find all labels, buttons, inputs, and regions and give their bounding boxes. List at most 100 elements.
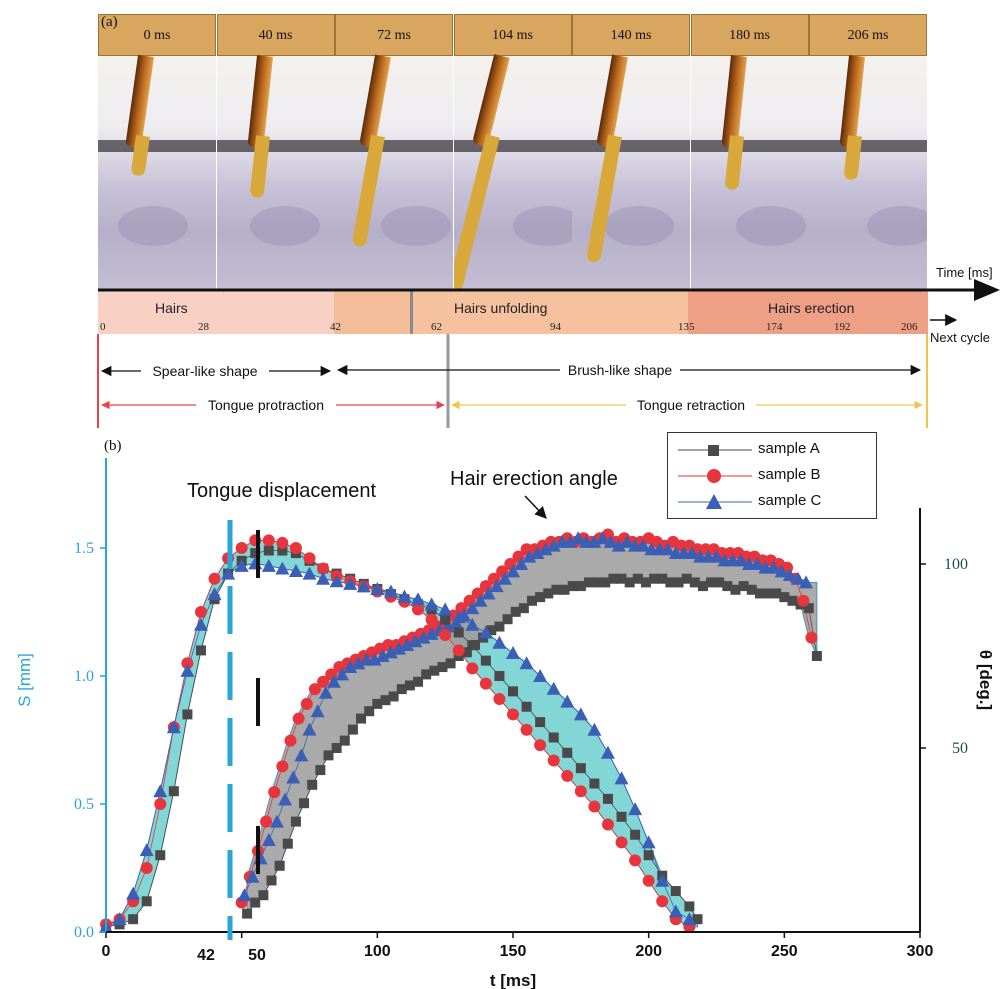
retraction-label: Tongue retraction (637, 397, 745, 413)
displacement-circle-point (561, 769, 574, 782)
phase-tick-label: 0 (100, 321, 106, 333)
angle-triangle-point (750, 557, 765, 570)
phase-label-erection: Hairs erection (768, 300, 855, 316)
angle-triangle-point (343, 660, 358, 674)
displacement-square-point (562, 747, 573, 758)
phase-tick-label: 135 (678, 321, 695, 333)
angle-square-point (250, 897, 261, 908)
displacement-triangle-point (533, 669, 548, 682)
angle-square-point (771, 588, 782, 599)
displacement-circle-point (493, 693, 506, 706)
displacement-triangle-point (153, 784, 168, 798)
angle-square-point (510, 606, 521, 617)
displacement-circle-point (520, 723, 533, 736)
phase-tick-label: 206 (901, 321, 918, 333)
angle-square-point (697, 581, 708, 592)
video-frame: 180 ms (690, 14, 809, 290)
frame-time-label: 180 ms (690, 14, 809, 56)
displacement-circle-point (276, 536, 289, 549)
angle-triangle-point (489, 579, 504, 593)
next-cycle-label: Next cycle (930, 330, 990, 345)
angle-square-point (331, 743, 342, 753)
right-tick-label: 100 (944, 556, 968, 573)
displacement-circle-point (235, 542, 248, 554)
angle-square-point (706, 577, 717, 588)
displacement-triangle-point (329, 574, 344, 588)
frame-time-label: 40 ms (216, 14, 335, 56)
angle-square-point (421, 669, 432, 680)
angle-circle-point (308, 683, 321, 696)
frame-photo (572, 54, 690, 290)
angle-square-point (779, 592, 790, 603)
frame-time-label: 72 ms (335, 14, 453, 56)
angle-square-point (640, 577, 651, 588)
angle-square-point (290, 816, 301, 827)
angle-triangle-point (774, 564, 789, 578)
displacement-triangle-point (465, 617, 480, 631)
displacement-triangle-point (438, 602, 453, 616)
axes: 0 100 150 200 250 300 0.0 0.5 1.0 1.5 50 100 t [ms] S… (15, 458, 995, 989)
angle-triangle-point (278, 792, 293, 806)
spear-label-bg (141, 362, 269, 380)
displacement-square-point (548, 732, 559, 743)
angle-triangle-point (685, 545, 700, 559)
displacement-circle-point (601, 818, 614, 831)
displacement-triangle-point (451, 610, 466, 624)
angle-square-point (364, 706, 375, 717)
liquid-shade (604, 206, 674, 246)
angle-square-point (315, 765, 326, 776)
liquid-shade (249, 206, 320, 246)
x-tick-label: 250 (771, 943, 798, 960)
angle-triangle-point (497, 571, 512, 585)
displacement-circle-point (262, 534, 275, 547)
displacement-circle-point (588, 800, 601, 813)
angle-square-point (575, 581, 586, 592)
displacement-triangle-point (411, 592, 426, 606)
legend-item-a: sample A (668, 437, 876, 463)
angle-square-point (282, 838, 293, 849)
time-axis-arrowhead (974, 279, 1000, 301)
angle-triangle-point (481, 586, 496, 600)
displacement-circle-point (412, 603, 425, 616)
displacement-triangle-point (397, 589, 412, 603)
angle-square-point (714, 577, 725, 588)
displacement-circle-point (534, 739, 547, 752)
left-tick-label: 1.0 (74, 668, 94, 685)
phase-tick-label: 192 (834, 321, 851, 333)
angle-square-point (754, 588, 765, 599)
frame-photo (690, 55, 809, 290)
angle-square-point (746, 584, 757, 595)
displacement-square-point (155, 850, 166, 861)
video-frame-strip: 0 ms 40 ms 72 ms 104 ms 140 ms 180 ms 206 ms (98, 14, 928, 290)
displacement-circle-point (194, 606, 207, 618)
liquid-surface (690, 140, 809, 152)
phase-separator (410, 290, 413, 334)
x-tick-label: 0 (102, 943, 111, 960)
legend-swatch-a (678, 445, 752, 456)
angle-triangle-point (571, 531, 586, 545)
angle-triangle-point (546, 538, 561, 552)
angle-circle-point (284, 734, 297, 747)
angle-square-point (526, 595, 537, 606)
video-frame: 72 ms (335, 14, 453, 290)
angle-triangle-point (245, 869, 260, 883)
brush-label-bg (560, 361, 680, 379)
angle-square-point (380, 695, 391, 706)
displacement-triangle-point (424, 597, 439, 611)
panel-a-label: (a) (101, 14, 118, 30)
legend: sample A sample B sample C (667, 432, 877, 519)
angle-triangle-point (375, 649, 390, 662)
left-tick-label: 1.5 (74, 540, 94, 557)
angle-square-point (592, 577, 603, 588)
liquid-shade (512, 206, 572, 246)
angle-square-point (559, 584, 570, 595)
angle-square-point (445, 658, 456, 669)
displacement-triangle-point (112, 912, 127, 926)
angle-square-point (242, 908, 253, 919)
displacement-circle-point (181, 657, 194, 670)
displacement-square-point (440, 614, 451, 625)
displacement-square-point (589, 778, 600, 789)
phase-tick-label: 94 (550, 321, 561, 333)
angle-square-point (413, 676, 424, 687)
